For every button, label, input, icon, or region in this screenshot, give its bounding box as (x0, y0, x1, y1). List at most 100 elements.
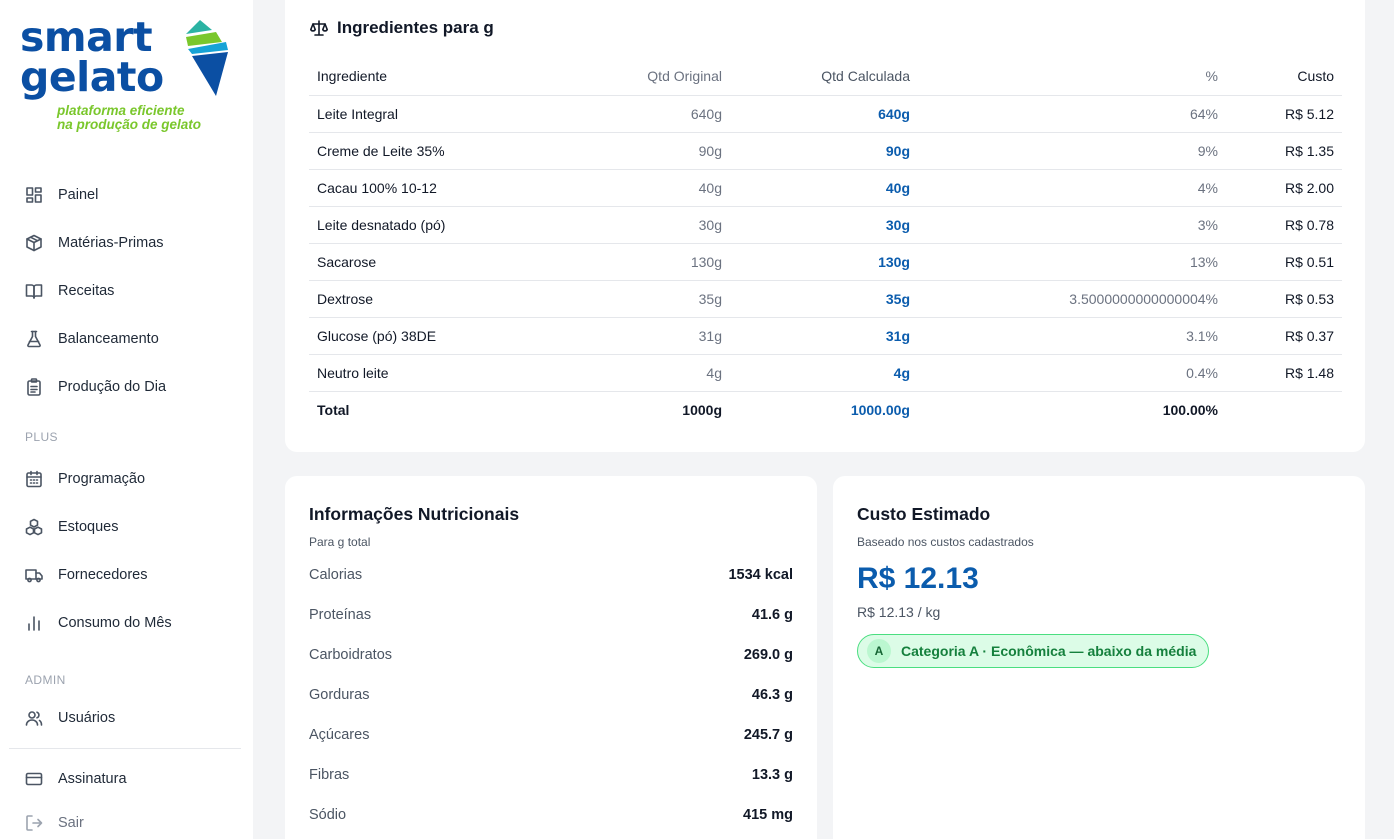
cell-total-percent: 100.00% (1162, 401, 1218, 418)
cell-ingredient: Neutro leite (309, 354, 559, 392)
col-header-custo[interactable]: Custo (1226, 58, 1342, 96)
cell-custo: R$ 0.37 (1226, 317, 1342, 355)
section-label-plus: PLUS (25, 430, 58, 444)
col-header-ingrediente[interactable]: Ingrediente (309, 58, 559, 96)
nutrition-value: 41.6 g (751, 607, 793, 623)
table-row: Creme de Leite 35% 90g 90g 9% R$ 1.35 (309, 132, 1342, 170)
cell-qtd-original: 90g (559, 132, 730, 170)
cell-custo: R$ 0.51 (1226, 243, 1342, 281)
nav-label: Balanceamento (58, 331, 159, 347)
cell-percent: 13% (918, 243, 1226, 281)
cell-ingredient: Dextrose (309, 280, 559, 318)
logo-tagline-1: plataforma eficiente (57, 103, 185, 118)
nav-item-usuarios[interactable]: Usuários (24, 706, 115, 730)
gelato-cone-icon (186, 20, 228, 96)
nutrition-label: Fibras (309, 767, 350, 783)
cost-per-kg: R$ 12.13 / kg (857, 604, 941, 620)
table-row: Cacau 100% 10-12 40g 40g 4% R$ 2.00 (309, 169, 1342, 207)
table-row: Leite Integral 640g 640g 64% R$ 5.12 (309, 95, 1342, 133)
flask-icon (24, 329, 44, 349)
table-row: Sacarose 130g 130g 13% R$ 0.51 (309, 243, 1342, 281)
table-row: Glucose (pó) 38DE 31g 31g 3.1% R$ 0.37 (309, 317, 1342, 355)
nutrition-row-calorias: Calorias 1534 kcal (309, 567, 793, 583)
nutrition-row-acucares: Açúcares 245.7 g (309, 727, 793, 743)
book-icon (24, 281, 44, 301)
nav-label: Programação (58, 471, 146, 487)
cell-qtd-original: 31g (559, 317, 730, 355)
category-letter: A (867, 639, 891, 663)
cost-total: R$ 12.13 (857, 562, 979, 595)
cell-qtd-calculada: 30g (730, 206, 918, 244)
nav-item-painel[interactable]: Painel (24, 183, 98, 207)
nutrition-value: 1534 kcal (728, 567, 793, 583)
nav-label: Receitas (58, 283, 115, 299)
nav-item-materias-primas[interactable]: Matérias-Primas (24, 231, 164, 255)
bar-chart-icon (24, 613, 44, 633)
table-header-row: Ingrediente Qtd Original Qtd Calculada %… (309, 58, 1342, 96)
nutrition-row-gorduras: Gorduras 46.3 g (309, 687, 793, 703)
scale-icon (310, 20, 328, 36)
calendar-icon (24, 469, 44, 489)
cell-qtd-original: 35g (559, 280, 730, 318)
category-text: Categoria A · Econômica — abaixo da médi… (901, 643, 1197, 659)
table-row: Leite desnatado (pó) 30g 30g 3% R$ 0.78 (309, 206, 1342, 244)
truck-icon (24, 565, 44, 585)
smart-gelato-logo[interactable]: smart gelato plataforma eficiente na pro… (20, 17, 232, 136)
nav-item-consumo-do-mes[interactable]: Consumo do Mês (24, 611, 172, 635)
ingredients-table: Ingrediente Qtd Original Qtd Calculada %… (309, 58, 1342, 428)
nutrition-value: 46.3 g (751, 687, 793, 703)
cell-ingredient: Cacau 100% 10-12 (309, 169, 559, 207)
cell-percent: 4% (918, 169, 1226, 207)
cell-qtd-calculada: 130g (730, 243, 918, 281)
nav-label: Usuários (58, 710, 116, 726)
nav-label: Matérias-Primas (58, 235, 164, 251)
cost-subtitle: Baseado nos custos cadastrados (857, 535, 1034, 549)
cell-ingredient: Glucose (pó) 38DE (309, 317, 559, 355)
cell-percent: 3.1% (918, 317, 1226, 355)
cell-percent: 0.4% (918, 354, 1226, 392)
nutrition-label: Calorias (309, 567, 363, 583)
nav-item-estoques[interactable]: Estoques (24, 515, 118, 539)
ingredients-title-text: Ingredientes para g (337, 18, 494, 37)
nav-item-receitas[interactable]: Receitas (24, 279, 114, 303)
nutrition-subtitle: Para g total (309, 535, 371, 549)
dashboard-icon (24, 185, 44, 205)
nutrition-row-sodio: Sódio 415 mg (309, 807, 793, 823)
nav-label: Sair (58, 815, 84, 831)
nav-item-sair[interactable]: Sair (24, 811, 84, 835)
col-header-percent[interactable]: % (918, 58, 1226, 96)
nutrition-value: 269.0 g (743, 647, 793, 663)
nav-item-fornecedores[interactable]: Fornecedores (24, 563, 147, 587)
cell-custo: R$ 1.35 (1226, 132, 1342, 170)
nav-item-programacao[interactable]: Programação (24, 467, 145, 491)
ingredients-title: Ingredientes para g (309, 18, 494, 38)
cell-total-label: Total (317, 401, 350, 418)
cell-custo: R$ 5.12 (1226, 95, 1342, 133)
nav-item-balanceamento[interactable]: Balanceamento (24, 327, 159, 351)
logo-tagline-2: na produção de gelato (57, 117, 202, 132)
cell-qtd-calculada: 40g (730, 169, 918, 207)
cell-percent: 3% (918, 206, 1226, 244)
cell-total-custo (1226, 391, 1342, 428)
section-label-admin: ADMIN (25, 673, 66, 687)
cell-ingredient: Leite Integral (309, 95, 559, 133)
nutrition-row-fibras: Fibras 13.3 g (309, 767, 793, 783)
cell-ingredient: Sacarose (309, 243, 559, 281)
cell-qtd-original: 30g (559, 206, 730, 244)
nutrition-row-carboidratos: Carboidratos 269.0 g (309, 647, 793, 663)
col-header-qtd-original[interactable]: Qtd Original (559, 58, 730, 96)
cell-total-original: 1000g (682, 401, 722, 418)
nav-item-assinatura[interactable]: Assinatura (24, 767, 127, 791)
col-header-qtd-calculada[interactable]: Qtd Calculada (730, 58, 918, 96)
boxes-icon (24, 517, 44, 537)
table-total-row: Total 1000g 1000.00g 100.00% (309, 391, 1342, 428)
nav-label: Assinatura (58, 771, 127, 787)
sidebar-divider (9, 748, 241, 749)
logout-icon (24, 813, 44, 833)
nutrition-value: 245.7 g (743, 727, 793, 743)
nav-label: Painel (58, 187, 99, 203)
ingredients-card: Ingredientes para g Ingrediente Qtd Orig… (285, 0, 1365, 452)
clipboard-icon (24, 377, 44, 397)
credit-card-icon (24, 769, 44, 789)
nav-item-producao-do-dia[interactable]: Produção do Dia (24, 375, 166, 399)
